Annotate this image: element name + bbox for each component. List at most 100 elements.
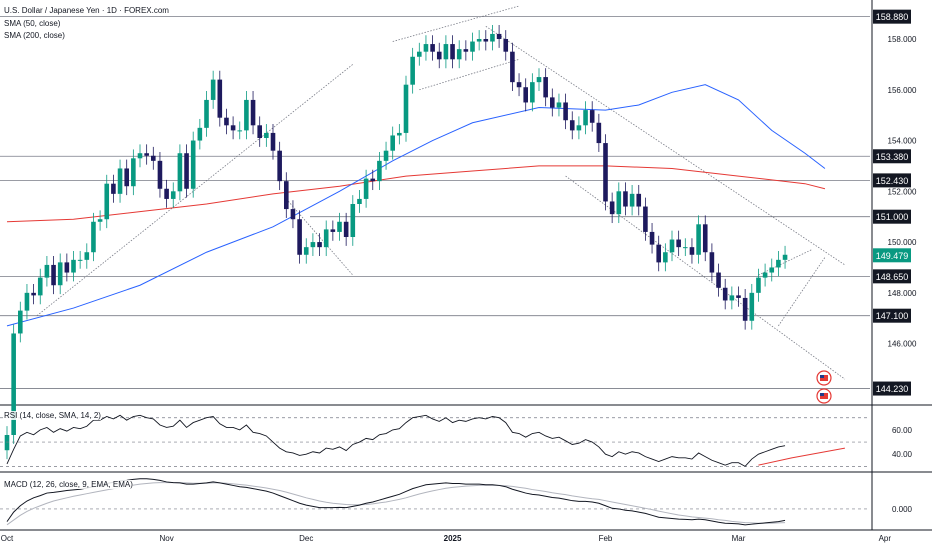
candle-body [709, 252, 715, 273]
candle-body [490, 33, 495, 42]
candle [51, 256, 56, 295]
candle [390, 126, 395, 160]
candle [4, 426, 10, 460]
time-label: Feb [599, 534, 613, 543]
candle [689, 238, 695, 264]
candle-body [736, 295, 741, 298]
candle-body [556, 102, 562, 108]
candle [97, 210, 103, 231]
candle-body [530, 82, 535, 103]
candle-body [496, 33, 502, 39]
candle-body [18, 310, 23, 334]
rsi-pane[interactable] [0, 414, 870, 467]
candle [536, 68, 542, 92]
level-label-bg [873, 173, 911, 188]
candle-body [290, 209, 296, 220]
candle-body [237, 130, 243, 132]
candle [756, 268, 761, 302]
candle-body [443, 44, 449, 60]
candle [270, 124, 276, 160]
candle-body [4, 435, 10, 451]
candle [503, 30, 509, 61]
level-label: 158.880 [873, 9, 911, 24]
candle [589, 101, 595, 132]
candle [490, 25, 495, 51]
candle-body [722, 287, 728, 301]
price-axis[interactable]: 158.880 153.380 152.430 151.000 148.650 147.1… [873, 9, 917, 514]
us-flag-icon [816, 370, 832, 386]
chart-title: U.S. Dollar / Japanese Yen · 1D · FOREX.… [4, 6, 169, 15]
price-tick-label: 152.000 [888, 187, 917, 196]
candle [11, 324, 16, 444]
level-label-bg [873, 308, 911, 323]
candle [496, 25, 502, 48]
rsi-label[interactable]: RSI (14, close, SMA, 14, 2) [4, 411, 101, 420]
candle [137, 144, 143, 168]
candle-body [756, 277, 761, 293]
candle-body [523, 87, 528, 103]
candle-body [303, 247, 309, 255]
rsi-line [6, 414, 786, 467]
candle-body [377, 160, 382, 182]
candle-body [31, 292, 36, 296]
candle [284, 172, 289, 218]
candle [230, 116, 236, 140]
candle-body [476, 39, 482, 42]
wedge-upper [758, 249, 812, 276]
candle-body [170, 191, 176, 199]
candle [277, 141, 282, 191]
candle-body [583, 110, 588, 126]
time-axis[interactable]: Oct Nov Dec 2025 Feb Mar Apr [1, 534, 892, 543]
candle [170, 182, 176, 208]
candle-body [383, 150, 389, 161]
candle-body [742, 297, 748, 321]
candle-body [210, 79, 216, 100]
candle-body [297, 219, 302, 255]
candle [782, 245, 788, 269]
time-label: Nov [159, 534, 173, 543]
candle [250, 91, 256, 135]
candle [729, 286, 735, 310]
candle-body [190, 140, 196, 189]
candle-body [390, 135, 395, 151]
candle [111, 174, 116, 203]
candle-body [403, 84, 409, 133]
candle [44, 256, 50, 287]
candle [177, 144, 183, 201]
candle-body [417, 51, 422, 57]
price-tick-label: 150.000 [888, 238, 917, 247]
macd-label[interactable]: MACD (12, 26, close, 9, EMA, EMA) [4, 480, 133, 489]
candle-body [111, 183, 116, 194]
candle-body [536, 77, 542, 83]
level-label-text: 147.100 [876, 311, 909, 321]
candle [131, 149, 136, 196]
candle [244, 91, 249, 140]
candle [676, 230, 681, 257]
candle [576, 116, 582, 140]
level-label: 153.380 [873, 149, 911, 164]
candle-body [749, 292, 755, 321]
candle-body [776, 259, 781, 268]
candle [556, 93, 562, 117]
candle [709, 243, 715, 282]
time-label: Apr [879, 534, 892, 543]
candle [197, 118, 203, 150]
price-pane[interactable] [0, 0, 932, 531]
candle-body [157, 160, 163, 189]
candle-body [510, 51, 515, 83]
macd-pane[interactable] [0, 478, 870, 526]
candle [516, 73, 522, 97]
level-label-text: 153.380 [876, 152, 909, 162]
candle [317, 233, 322, 257]
sma50-legend[interactable]: SMA (50, close) [4, 19, 61, 28]
candle [297, 210, 302, 264]
price-tick-label: 156.000 [888, 86, 917, 95]
candle-body [144, 153, 149, 156]
candle-body [330, 229, 336, 232]
candle [157, 151, 163, 198]
candle [510, 42, 515, 92]
candle-body [516, 82, 522, 88]
candle [350, 195, 356, 246]
sma200-legend[interactable]: SMA (200, close) [4, 31, 65, 40]
